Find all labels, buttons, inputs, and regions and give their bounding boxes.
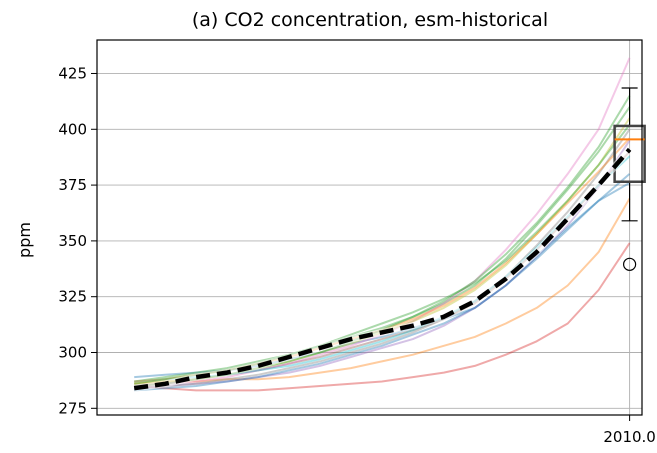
- y-tick-label: 375: [58, 176, 87, 194]
- x-tick-label: 2010.0: [603, 428, 656, 446]
- plot-frame: [96, 39, 643, 416]
- ensemble-mean-line: [133, 147, 632, 391]
- y-tick-label: 425: [58, 64, 87, 82]
- ensemble-members: [134, 57, 631, 392]
- box: [613, 124, 646, 183]
- ensemble-member-line: [134, 106, 631, 383]
- ensemble-member-line: [134, 128, 631, 390]
- ensemble-member-line: [134, 182, 631, 392]
- outlier-point: [623, 257, 637, 271]
- y-tick-label: 275: [58, 399, 87, 417]
- y-ticks: 275 300 325 350 375 400 425: [58, 64, 97, 417]
- ensemble-member-line: [134, 197, 631, 385]
- ensemble-member-line: [134, 150, 631, 387]
- ensemble-member-line: [134, 139, 631, 390]
- ensemble-mean: [133, 147, 633, 392]
- x-ticks: 2010.0: [603, 415, 656, 446]
- grid: [97, 40, 642, 415]
- y-tick-label: 350: [58, 232, 87, 250]
- boxplot: [613, 87, 646, 271]
- y-tick-label: 300: [58, 344, 87, 362]
- y-axis-label: ppm: [15, 222, 34, 258]
- ensemble-member-line: [134, 242, 631, 392]
- chart-title: (a) CO2 concentration, esm-historical: [192, 9, 548, 31]
- y-tick-label: 325: [58, 288, 87, 306]
- y-tick-label: 400: [58, 120, 87, 138]
